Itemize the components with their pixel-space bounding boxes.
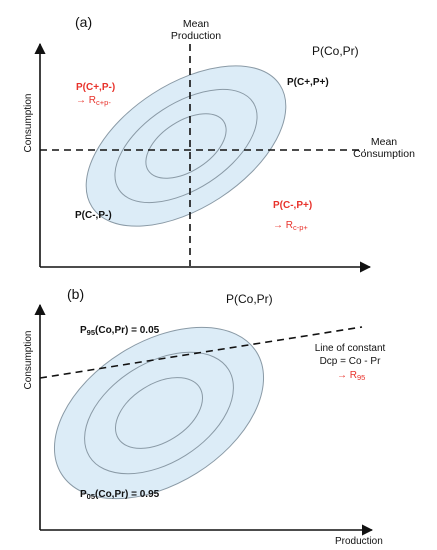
panel-a: (a) Mean Production P(Co,Pr) Consumption…: [23, 14, 415, 273]
distribution-ellipses-a: [85, 65, 287, 227]
distribution-label-a: P(Co,Pr): [312, 44, 359, 58]
mean-production-label-1: Mean: [183, 18, 209, 30]
mean-consumption-label-1: Mean: [371, 136, 397, 148]
constant-line-label-1: Line of constant: [315, 343, 386, 354]
quadrant-c-plus-p-minus-prob: P(C+,P-): [76, 82, 115, 93]
y-axis-label-a: Consumption: [23, 94, 34, 153]
outer-contour: [85, 65, 287, 227]
middle-contour-b: [84, 351, 234, 475]
y-axis-label-b: Consumption: [23, 331, 34, 390]
quadrant-c-minus-p-plus-prob: P(C-,P+): [273, 200, 312, 211]
mean-production-label-2: Production: [171, 30, 221, 42]
distribution-label-b: P(Co,Pr): [226, 292, 273, 306]
panel-b: (b) P(Co,Pr) Consumption Production P95(…: [23, 286, 386, 547]
quadrant-c-plus-p-plus-prob: P(C+,P+): [287, 77, 329, 88]
panel-b-label: (b): [67, 286, 84, 302]
r95-label: → R95: [337, 370, 365, 382]
panel-a-label: (a): [75, 14, 92, 30]
middle-contour: [114, 88, 258, 204]
constant-line-label-2: Dcp = Co - Pr: [320, 356, 382, 367]
constant-dcp-line: [39, 326, 363, 379]
quadrant-c-minus-p-minus-prob: P(C-,P-): [75, 210, 112, 221]
p95-label: P95(Co,Pr) = 0.05: [80, 325, 160, 337]
outer-contour-b: [53, 326, 265, 500]
distribution-ellipses-b: [53, 326, 265, 500]
inner-contour-b: [114, 377, 204, 449]
quadrant-c-minus-p-plus-result: → Rc-p+: [273, 220, 308, 232]
x-axis-label-b: Production: [335, 536, 383, 547]
quadrant-c-plus-p-minus-result: → Rc+p-: [76, 95, 111, 107]
mean-consumption-label-2: Consumption: [353, 148, 415, 160]
p05-label: P05(Co,Pr) = 0.95: [80, 489, 160, 501]
inner-contour: [145, 113, 227, 179]
